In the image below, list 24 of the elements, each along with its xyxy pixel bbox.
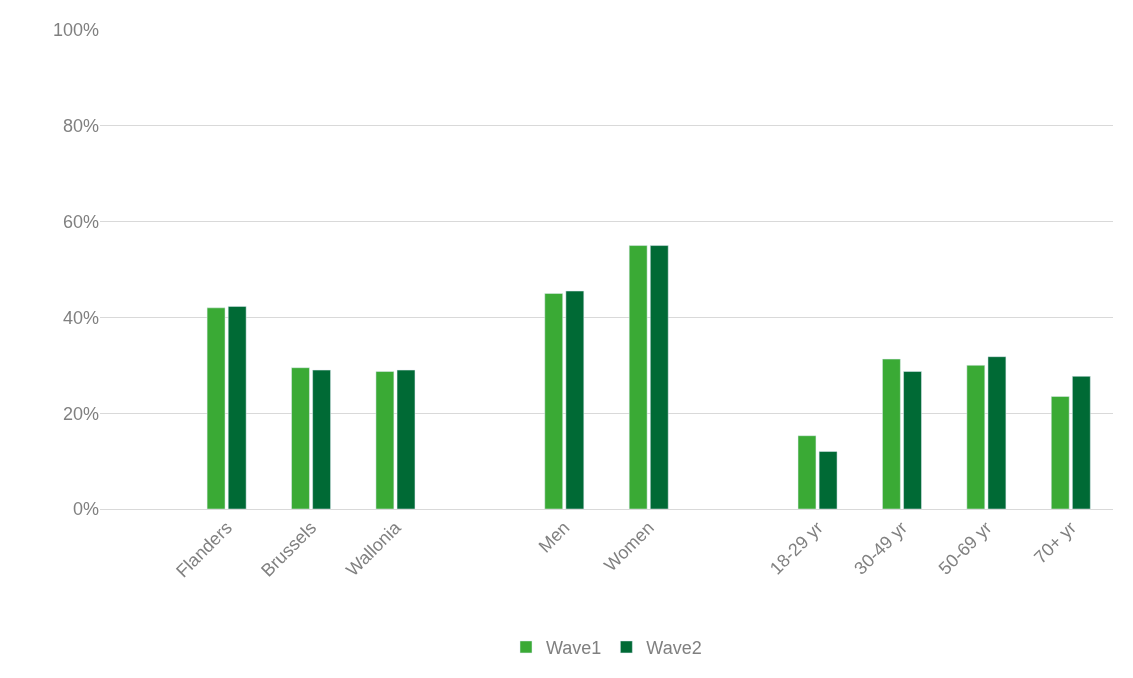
bar [1051, 396, 1070, 509]
bar [291, 367, 310, 509]
bar [227, 306, 247, 509]
bar [987, 356, 1007, 509]
y-tick-label: 60% [62, 211, 99, 232]
bar [1072, 376, 1091, 509]
x-tick-label: 70+ yr [1030, 517, 1080, 568]
y-tick-label: 40% [62, 307, 99, 328]
bar [882, 358, 901, 509]
y-tick-label: 80% [62, 116, 99, 137]
bar [544, 293, 563, 509]
bar [206, 307, 226, 509]
y-tick-label: 100% [52, 20, 99, 41]
legend-label: Wave1 [546, 637, 602, 658]
y-tick-label: 20% [62, 403, 99, 424]
bar [903, 371, 922, 509]
bar [565, 290, 585, 509]
bar [966, 365, 986, 509]
bar [312, 369, 331, 509]
bar [628, 245, 648, 509]
x-tick-label: Men [534, 517, 574, 557]
bar [650, 245, 669, 509]
y-tick-label: 0% [72, 499, 99, 520]
legend-label: Wave2 [646, 637, 702, 658]
